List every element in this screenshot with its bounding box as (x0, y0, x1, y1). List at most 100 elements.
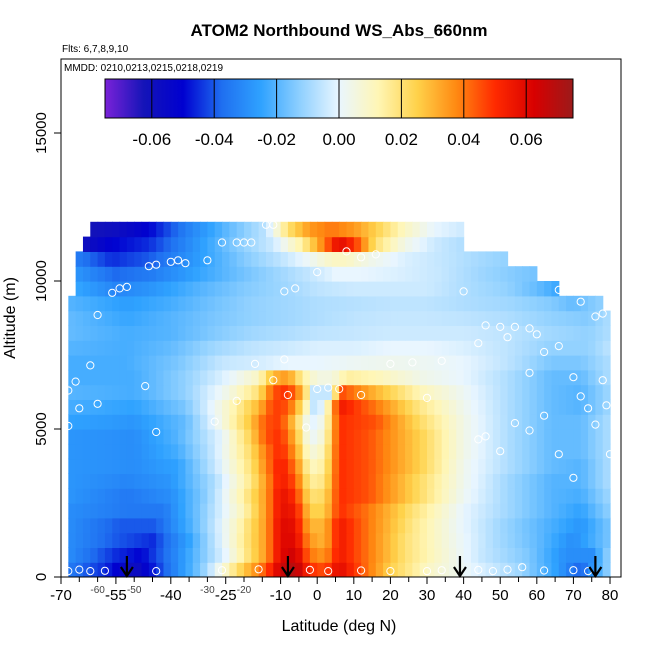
heat-cell (68, 384, 77, 400)
heat-cell (544, 310, 553, 326)
heat-cell (353, 399, 362, 415)
heat-cell (434, 547, 443, 563)
heat-cell (566, 325, 575, 341)
circle-marker (152, 567, 161, 576)
heat-cell (126, 369, 135, 386)
heat-cell (280, 429, 289, 445)
heat-cell (390, 562, 399, 577)
heat-cell (134, 384, 143, 400)
heat-cell (104, 251, 113, 267)
heat-cell (258, 503, 267, 519)
heat-cell (156, 355, 165, 371)
heat-cell (229, 251, 238, 267)
heat-cell (595, 532, 604, 548)
heat-cell (536, 369, 545, 386)
heat-cell (522, 369, 531, 386)
heat-cell (346, 384, 355, 400)
heat-cell (361, 503, 370, 519)
heat-cell (390, 266, 399, 282)
heat-cell (514, 266, 523, 282)
heat-cell (419, 429, 428, 445)
heat-cell (273, 399, 282, 415)
heat-cell (170, 503, 179, 519)
heat-cell (448, 281, 457, 297)
heat-cell (156, 443, 165, 460)
heat-cell (456, 517, 465, 534)
circle-marker (269, 376, 278, 385)
heat-cell (222, 547, 230, 563)
heat-cell (368, 488, 377, 504)
heat-cell (361, 443, 370, 460)
heat-cell (280, 547, 289, 563)
heat-cell (353, 429, 362, 445)
heat-cell (427, 221, 435, 238)
heat-cell (390, 503, 399, 519)
heat-cell (207, 399, 216, 415)
heat-cell (236, 429, 245, 445)
heat-cell (265, 295, 274, 312)
heat-cell (448, 384, 457, 400)
circle-marker (371, 250, 380, 259)
heat-cell (97, 325, 106, 341)
heat-cell (507, 369, 516, 386)
heat-cell (214, 547, 223, 563)
heat-cell (397, 517, 406, 534)
circle-marker (324, 383, 333, 392)
heat-cell (200, 429, 208, 445)
heat-cell (134, 295, 143, 312)
heat-cell (397, 473, 406, 489)
heat-cell (214, 532, 223, 548)
heat-cell (200, 355, 208, 371)
heat-cell (324, 488, 333, 504)
heat-cell (185, 236, 194, 252)
heat-cell (405, 414, 413, 430)
heat-cell (368, 443, 377, 460)
heat-cell (397, 340, 406, 356)
heat-cell (68, 295, 77, 312)
heat-cell (397, 369, 406, 386)
altitude-band (68, 517, 611, 534)
heat-cell (558, 325, 567, 341)
heat-cell (434, 295, 443, 312)
heat-cell (390, 429, 399, 445)
heat-cell (478, 443, 487, 460)
circle-marker (503, 565, 512, 574)
heat-cell (441, 458, 450, 474)
circle-marker (75, 404, 84, 413)
heat-cell (244, 266, 252, 282)
arrow-markers (119, 556, 603, 578)
heat-cell (265, 443, 274, 460)
heat-cell (244, 429, 252, 445)
heat-cell (119, 295, 128, 312)
heat-cell (302, 429, 311, 445)
heat-cell (405, 458, 413, 474)
heat-cell (134, 369, 143, 386)
heat-cell (134, 355, 143, 371)
heat-cell (492, 325, 501, 341)
heat-cell (397, 429, 406, 445)
heat-cell (536, 355, 545, 371)
heat-cell (229, 310, 238, 326)
heat-cell (434, 532, 443, 548)
y-axis-label: Altitude (m) (2, 277, 19, 359)
heat-cell (339, 251, 348, 267)
heat-cell (82, 503, 91, 519)
heat-cell (222, 295, 230, 312)
heat-cell (75, 429, 84, 445)
heat-cell (427, 429, 435, 445)
heat-cell (361, 295, 370, 312)
heat-cell (229, 369, 238, 386)
heat-cell (75, 355, 84, 371)
heat-cell (229, 532, 238, 548)
heat-cell (178, 384, 187, 400)
x-tick-label: 80 (602, 587, 619, 604)
heat-cell (383, 295, 392, 312)
heat-cell (207, 221, 216, 238)
heat-cell (383, 532, 392, 548)
heat-cell (75, 458, 84, 474)
circle-marker (335, 384, 344, 394)
heat-cell (126, 281, 135, 297)
heat-cell (287, 429, 296, 445)
x-tick-label: 50 (492, 587, 509, 604)
heat-cell (492, 488, 501, 504)
